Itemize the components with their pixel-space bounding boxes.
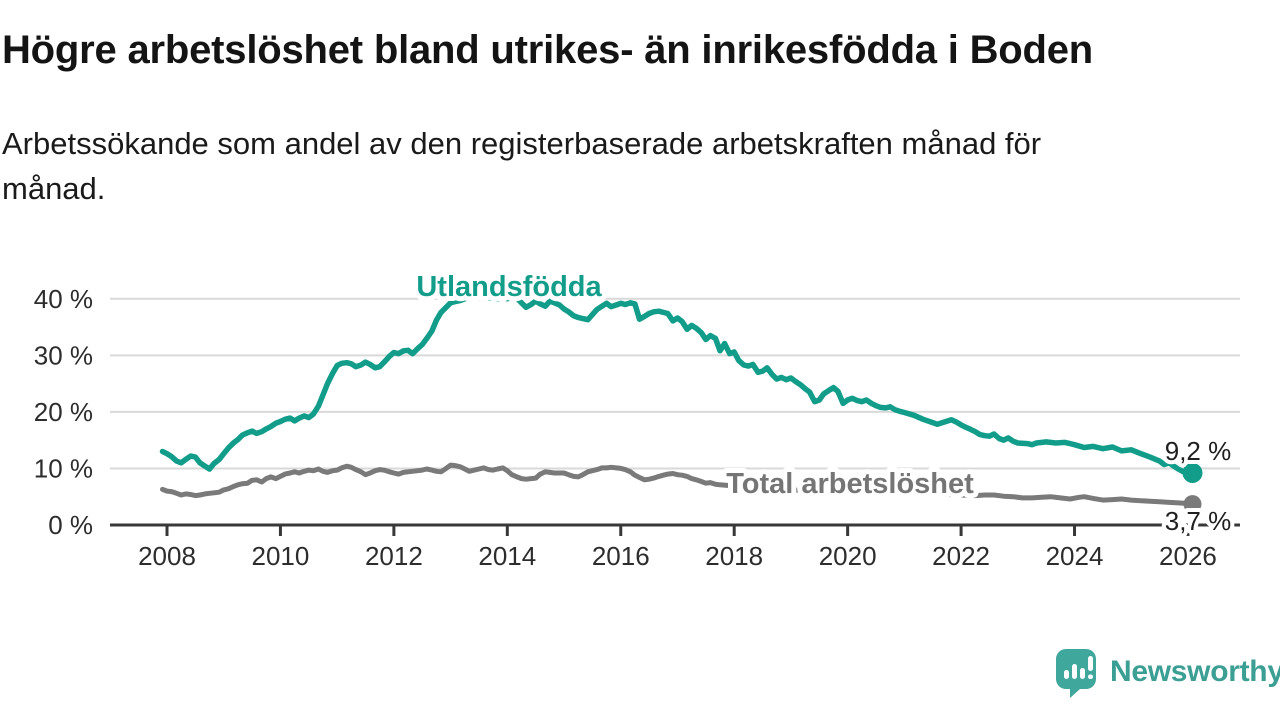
x-tick-label: 2016 — [592, 541, 650, 571]
series-line-total-arbetsl-shet — [160, 462, 1195, 507]
subtitle-line-1: Arbetssökande som andel av den registerb… — [2, 126, 1042, 161]
x-tick-label: 2010 — [252, 541, 310, 571]
x-tick-label: 2018 — [705, 541, 763, 571]
series-line-utlandsf-dda — [159, 292, 1196, 477]
y-tick-label: 40 % — [34, 284, 93, 314]
bar-3 — [1080, 668, 1085, 679]
subtitle-line-2: månad. — [2, 171, 106, 206]
bar-chart-speech-bubble-icon — [1056, 649, 1096, 698]
bar-2 — [1072, 664, 1077, 679]
exclamation-dot — [1088, 674, 1093, 679]
page-title: Högre arbetslöshet bland utrikes- än inr… — [2, 28, 1094, 72]
series-end-dot — [1182, 462, 1203, 483]
x-tick-label: 2014 — [478, 541, 536, 571]
brand-name: Newsworthy — [1110, 655, 1280, 688]
bar-1 — [1064, 670, 1069, 679]
series-end-value-label: 9,2 % — [1165, 436, 1232, 466]
series-end-value-label: 3,7 % — [1165, 506, 1232, 536]
x-tick-label: 2008 — [138, 541, 196, 571]
y-tick-label: 0 % — [48, 510, 93, 540]
y-tick-label: 10 % — [34, 453, 93, 483]
series-end-dot — [1183, 495, 1202, 514]
x-tick-label: 2024 — [1046, 541, 1104, 571]
y-tick-label: 20 % — [34, 397, 93, 427]
y-tick-label: 30 % — [34, 340, 93, 370]
x-tick-label: 2022 — [932, 541, 990, 571]
exclamation-bar — [1088, 656, 1093, 671]
x-tick-label: 2012 — [365, 541, 423, 571]
series-label: Utlandsfödda — [416, 271, 602, 303]
newsworthy-logo: Newsworthy — [1052, 646, 1280, 698]
x-tick-label: 2020 — [819, 541, 877, 571]
x-tick-label: 2026 — [1159, 541, 1217, 571]
page-subtitle: Arbetssökande som andel av den registerb… — [2, 121, 1202, 211]
series-label: Total arbetslöshet — [726, 468, 974, 500]
